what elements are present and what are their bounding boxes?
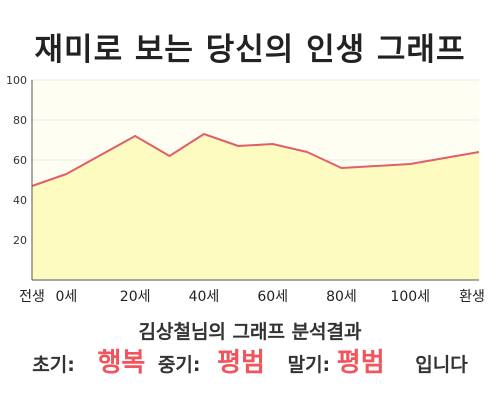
x-tick-label: 환생 [459,289,485,305]
early-label: 초기: [32,354,75,376]
late-label: 말기: [287,354,331,376]
axes [31,80,479,281]
y-tick-label: 100 [6,74,27,87]
result-summary: 초기: 행복 중기: 평범 말기: 평범 입니다 [0,346,500,382]
x-tick-label: 60세 [257,289,288,305]
x-tick-label: 전생 [19,289,45,305]
early-value: 행복 [97,348,146,378]
area-fill [32,134,479,280]
x-tick-label: 40세 [189,289,220,305]
page-title: 재미로 보는 당신의 인생 그래프 [34,32,466,68]
y-tick-label: 60 [13,154,27,167]
y-tick-label: 20 [13,234,27,247]
result-heading: 김상철님의 그래프 분석결과 [138,321,362,343]
y-tick-labels: 20 40 60 80 100 [6,74,27,247]
y-tick-label: 40 [13,194,27,207]
x-tick-label: 100세 [390,289,430,305]
x-tick-labels: 전생 0세 20세 40세 60세 80세 100세 환생 [19,289,485,305]
x-tick-label: 0세 [55,289,77,305]
result-suffix: 입니다 [415,354,468,376]
life-graph-chart: 20 40 60 80 100 전생 0세 20세 40세 60세 80세 100세 환생 [6,74,485,305]
x-tick-label: 20세 [120,289,151,305]
x-tick-label: 80세 [326,289,357,305]
y-tick-label: 80 [13,114,27,127]
series-line [31,133,480,187]
mid-label: 중기: [157,354,201,376]
mid-value: 평범 [217,348,265,378]
late-value: 평범 [336,348,385,378]
